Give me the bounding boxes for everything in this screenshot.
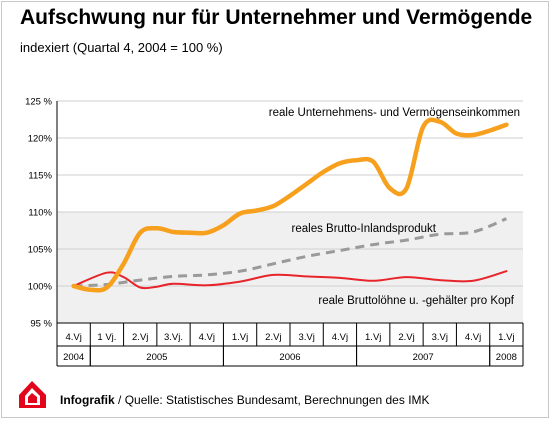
chart-subtitle: indexiert (Quartal 4, 2004 = 100 %) <box>20 40 223 55</box>
x-tick-label: 1.Vj <box>498 332 514 343</box>
year-label: 2007 <box>413 352 434 363</box>
y-tick-label: 125 % <box>25 97 52 108</box>
series-label: reale Bruttolöhne u. -gehälter pro Kopf <box>318 295 514 307</box>
source-separator: / <box>114 393 125 407</box>
series-label: reales Brutto-Inlandsprodukt <box>292 223 437 235</box>
y-tick-label: 95 % <box>30 319 52 330</box>
year-label: 2008 <box>496 352 517 363</box>
x-tick-label: 4.Vj <box>332 332 348 343</box>
x-tick-label: 2.Vj <box>132 332 148 343</box>
x-tick-label: 3.Vj. <box>164 332 183 343</box>
x-tick-label: 1.Vj <box>365 332 381 343</box>
series-line-1 <box>71 117 509 293</box>
x-tick-label: 3.Vj <box>298 332 314 343</box>
footer: Infografik / Quelle: Statistisches Bunde… <box>16 378 536 418</box>
infografik-label: Infografik <box>60 393 115 407</box>
x-tick-label: 1 Vj. <box>97 332 116 343</box>
series-line-3 <box>72 270 508 290</box>
y-tick-label: 110% <box>28 208 52 219</box>
year-label: 2006 <box>279 352 300 363</box>
y-tick-label: 115% <box>28 171 52 182</box>
chart-frame <box>1 1 549 418</box>
x-tick-label: 4.Vj <box>465 332 481 343</box>
year-label: 2004 <box>63 352 84 363</box>
ig-metall-logo-icon <box>19 381 46 408</box>
x-tick-label: 4.Vj <box>199 332 215 343</box>
source-text: Quelle: Statistisches Bundesamt, Berechn… <box>124 393 430 407</box>
y-tick-label: 100% <box>28 282 53 293</box>
x-tick-label: 4.Vj <box>65 332 81 343</box>
series-line-2 <box>73 217 507 288</box>
x-tick-label: 2.Vj <box>398 332 414 343</box>
y-tick-label: 105% <box>28 245 53 256</box>
x-tick-label: 1.Vj <box>232 332 248 343</box>
series-label: reale Unternehmens- und Vermögenseinkomm… <box>269 107 520 119</box>
year-label: 2005 <box>146 352 167 363</box>
y-tick-label: 120% <box>28 134 53 145</box>
x-tick-label: 2.Vj <box>265 332 281 343</box>
source-note: Infografik / Quelle: Statistisches Bunde… <box>60 393 430 407</box>
x-tick-label: 3.Vj <box>432 332 448 343</box>
chart-title: Aufschwung nur für Unternehmer und Vermö… <box>20 6 533 29</box>
